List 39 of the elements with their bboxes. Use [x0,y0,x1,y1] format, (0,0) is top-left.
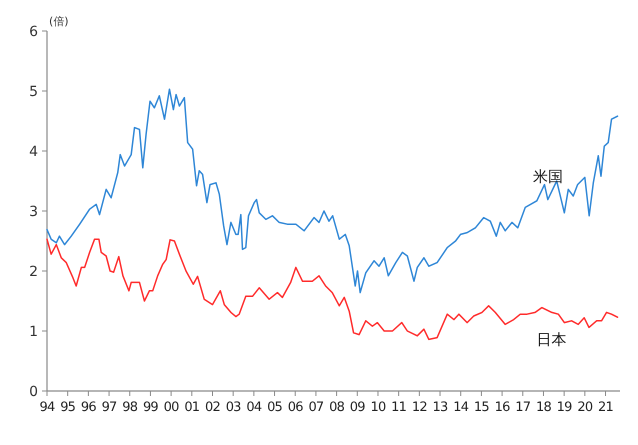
series-label: 米国 [532,168,563,186]
x-tick-label: 06 [288,400,304,415]
x-tick-label: 14 [453,400,469,415]
x-tick-label: 17 [515,400,531,415]
x-tick-label: 16 [494,400,510,415]
x-tick-label: 01 [184,400,200,415]
x-tick-label: 20 [577,400,593,415]
y-axis-title: (倍) [49,15,69,28]
x-tick-label: 03 [226,400,242,415]
y-tick-label: 1 [29,324,38,340]
x-tick-label: 99 [142,400,158,415]
x-tick-label: 04 [246,400,262,415]
x-tick-label: 07 [308,400,324,415]
series-label: 日本 [536,330,567,348]
x-tick-label: 00 [164,400,180,415]
y-tick-label: 0 [29,384,38,400]
x-tick-label: 08 [329,400,345,415]
x-tick-label: 19 [556,400,572,415]
x-tick-label: 96 [80,400,96,415]
x-tick-label: 12 [412,400,427,415]
x-tick-label: 09 [350,400,366,415]
x-tick-label: 02 [205,400,220,415]
line-series [46,88,618,294]
x-tick-label: 97 [102,400,118,415]
x-tick-label: 05 [267,400,283,415]
y-tick-label: 4 [29,144,38,160]
y-tick-label: 5 [29,84,38,100]
x-tick-label: 15 [474,400,490,415]
x-tick-label: 94 [40,400,55,415]
x-tick-label: 18 [536,400,552,415]
y-tick-label: 6 [29,24,38,40]
y-tick-label: 2 [29,264,38,280]
x-tick-label: 21 [598,400,614,415]
x-tick-label: 98 [122,400,138,415]
x-tick-label: 10 [370,400,386,415]
x-tick-label: 11 [391,400,407,415]
x-tick-label: 95 [60,400,76,415]
y-tick-label: 3 [29,204,38,220]
x-tick-label: 13 [432,400,448,415]
